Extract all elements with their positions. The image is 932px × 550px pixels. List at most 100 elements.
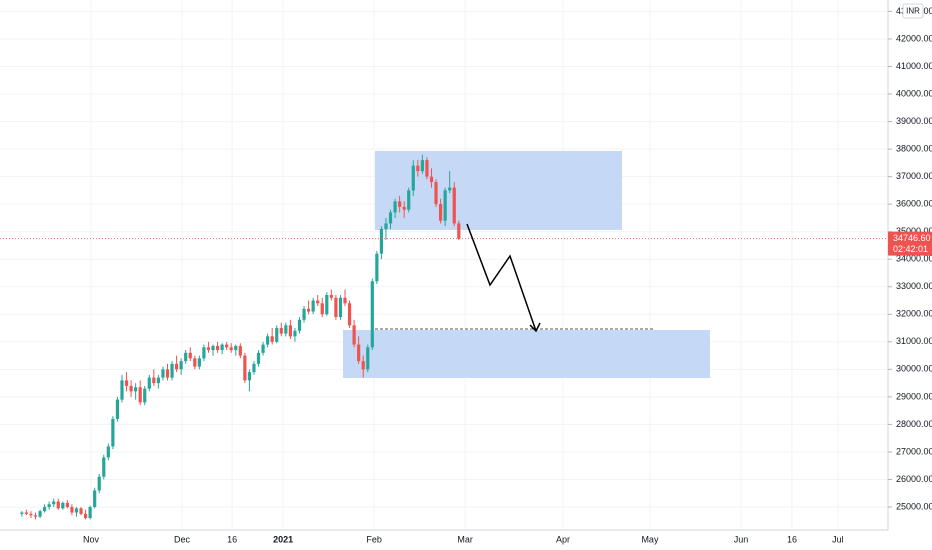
candle-body [252,363,256,373]
candle-body [384,223,388,229]
y-tick-label: 33000.00 [896,281,932,291]
candle-body [179,361,183,370]
candle-body [234,345,238,351]
candle-body [115,399,120,419]
candle-body [270,336,274,342]
candle-body [443,190,447,221]
candle-body [238,345,242,356]
candle-body [452,187,456,224]
candle-body [256,352,261,364]
candle-body [247,372,252,381]
candle-body [279,328,283,334]
x-tick-label: 16 [227,534,237,544]
x-tick-label: May [641,534,659,544]
candle-body [293,330,297,337]
candle-body [52,501,56,505]
candle-body [448,187,452,191]
candle-body [243,355,247,381]
x-tick-label: 2021 [273,534,293,544]
candle-body [147,377,151,389]
candle-body [407,190,411,210]
candle-body [188,352,192,359]
candle-body [124,380,129,386]
candle-body [352,325,356,345]
candle-body [334,297,338,318]
candle-body [161,369,165,378]
candle-body [152,377,156,384]
candle-body [457,223,461,239]
candle-body [343,297,347,304]
y-tick-label: 39000.00 [896,116,932,126]
candle-body [438,204,443,221]
x-tick-label: 16 [787,534,797,544]
candle-body [202,347,206,359]
candle-body [275,328,279,342]
candle-body [97,476,101,491]
y-tick-label: 27000.00 [896,446,932,456]
candle-body [215,345,220,351]
y-tick-label: 28000.00 [896,419,932,429]
candle-body [361,361,365,370]
supply-zone[interactable] [375,151,622,230]
y-tick-label: 29000.00 [896,391,932,401]
candle-body [398,201,402,207]
candle-body [411,165,415,191]
x-tick-label: Dec [174,534,191,544]
last-price-box [888,231,932,256]
candle-body [184,352,188,362]
candle-body [29,513,33,516]
candle-body [143,388,147,403]
candle-body [211,345,215,351]
candle-body [366,347,370,370]
candle-body [193,358,197,367]
candle-body [70,507,74,513]
candle-body [43,507,47,512]
candle-body [229,347,233,351]
demand-zone[interactable] [343,330,710,378]
x-tick-label: Mar [457,534,473,544]
candle-body [379,228,384,254]
candle-body [38,511,42,517]
candle-body [357,344,361,362]
candle-body [138,387,142,403]
candle-body [266,336,270,345]
y-tick-label: 36000.00 [896,199,932,209]
y-tick-label: 37000.00 [896,171,932,181]
candle-body [74,508,79,513]
candle-body [320,303,324,315]
last-price-label: 34746.60 [893,233,931,243]
y-tick-label: 41000.00 [896,61,932,71]
candle-body [61,502,65,509]
candle-body [288,325,292,337]
candle-body [106,446,110,458]
candle-body [102,457,106,477]
candle-body [347,303,352,326]
candle-body [393,201,397,213]
y-tick-label: 26000.00 [896,474,932,484]
candle-body [65,502,69,508]
candle-body [284,325,288,334]
arrow-head [529,322,541,333]
candle-body [93,490,97,508]
candle-body [20,512,24,514]
candle-body [47,504,51,508]
candle-body [316,300,320,304]
candle-body [88,507,92,519]
currency-badge[interactable] [902,3,924,19]
candle-body [134,387,138,392]
candle-body [338,297,343,318]
candle-body [375,253,379,282]
y-tick-label: 35000.00 [896,226,932,236]
candle-body [56,501,60,509]
candle-body [329,295,333,298]
candle-body [402,206,406,210]
candle-body [174,363,179,370]
projection-arrow[interactable] [466,223,537,332]
candle-body [297,319,302,331]
candle-body [420,160,424,172]
y-tick-label: 31000.00 [896,336,932,346]
candle-body [388,212,393,224]
x-tick-label: Feb [366,534,382,544]
candle-body [434,182,438,205]
